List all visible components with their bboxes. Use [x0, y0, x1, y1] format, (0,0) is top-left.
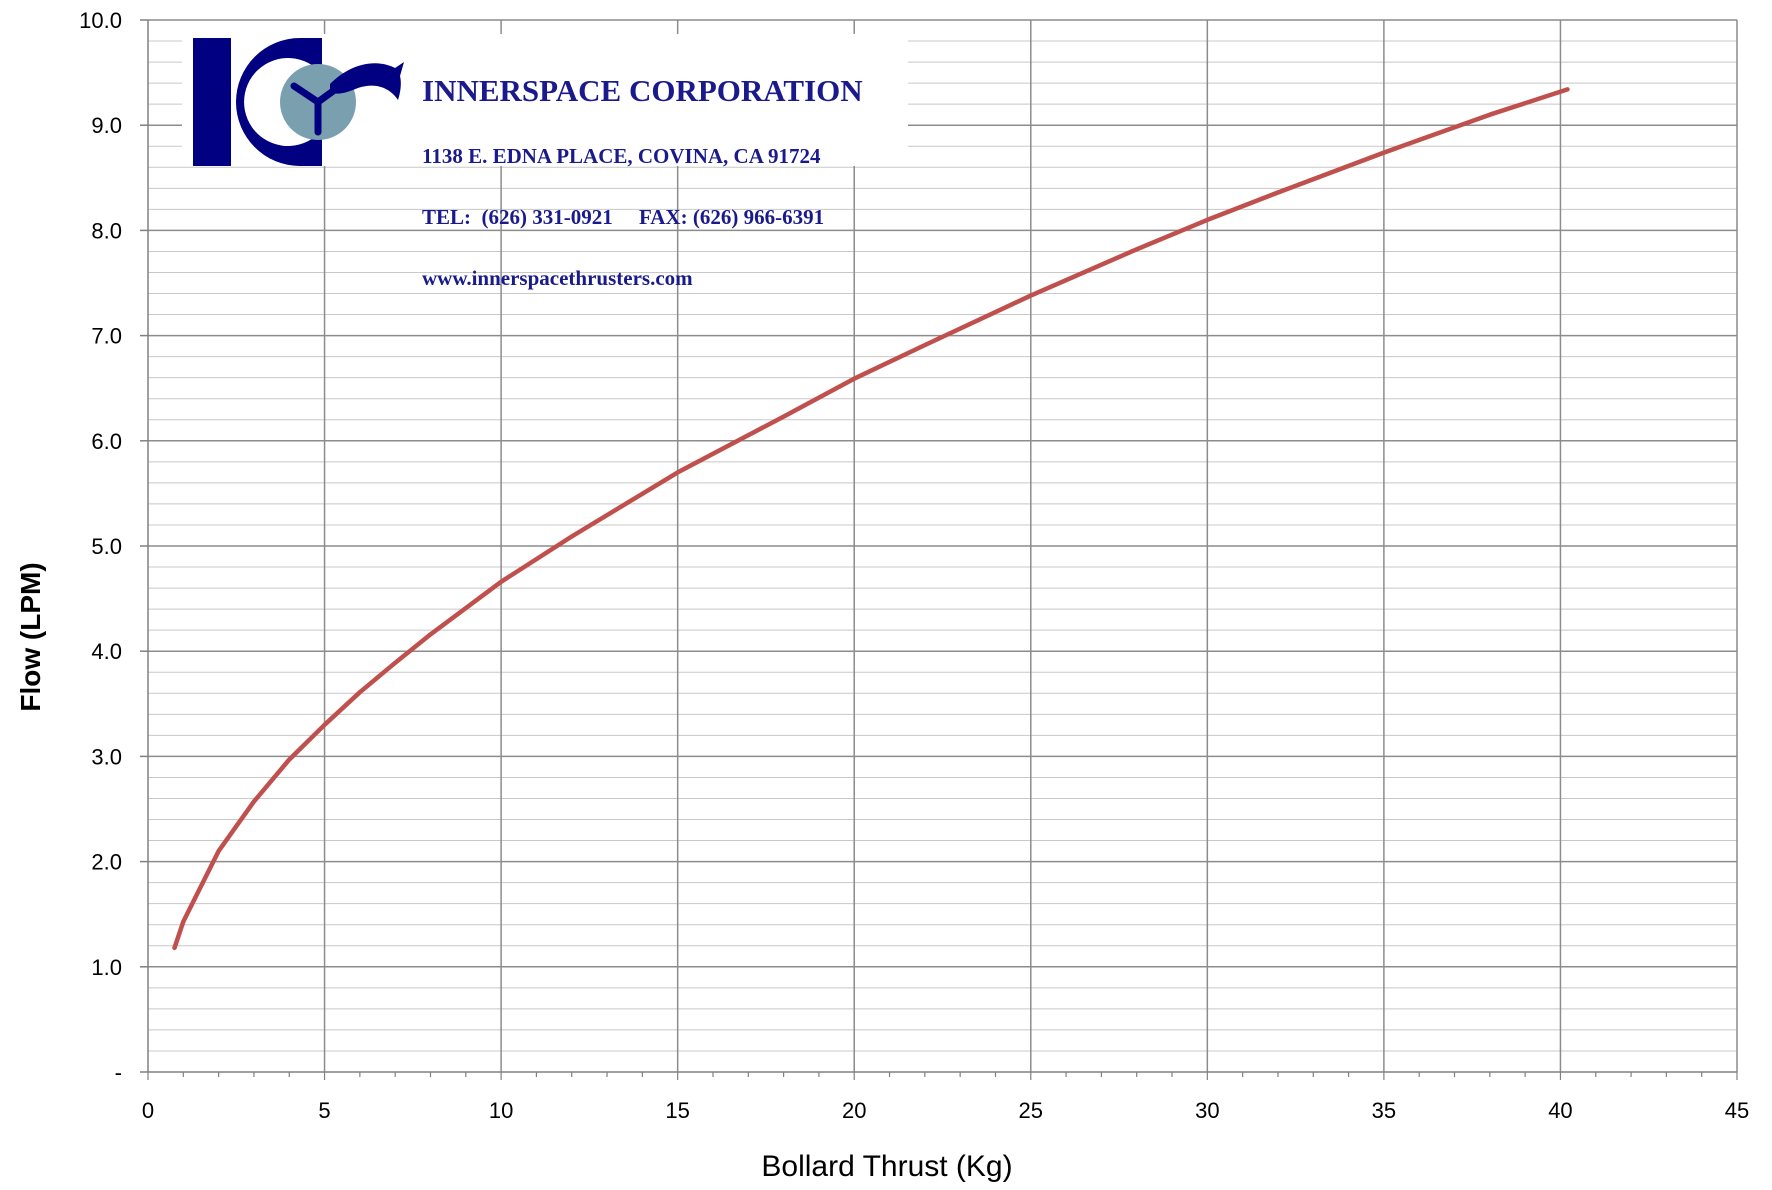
x-tick-label: 45: [1725, 1098, 1749, 1123]
company-phone-fax: TEL: (626) 331-0921 FAX: (626) 966-6391: [422, 205, 825, 229]
x-tick-label: 30: [1195, 1098, 1219, 1123]
x-tick-label: 15: [665, 1098, 689, 1123]
x-tick-label: 25: [1019, 1098, 1043, 1123]
y-tick-label: -: [115, 1060, 122, 1085]
x-tick-label: 20: [842, 1098, 866, 1123]
y-tick-label: 5.0: [91, 534, 122, 559]
y-tick-label: 7.0: [91, 324, 122, 349]
y-tick-label: 2.0: [91, 850, 122, 875]
x-tick-label: 35: [1372, 1098, 1396, 1123]
y-tick-label: 9.0: [91, 113, 122, 138]
x-axis-title: Bollard Thrust (Kg): [761, 1150, 1012, 1183]
y-tick-label: 3.0: [91, 744, 122, 769]
x-tick-labels: 0 5 10 15 20 25 30 35 40 45: [142, 1098, 1749, 1123]
series-layer: [172, 87, 1570, 951]
company-address: 1138 E. EDNA PLACE, COVINA, CA 91724: [422, 144, 821, 168]
y-tick-label: 6.0: [91, 429, 122, 454]
x-tick-label: 0: [142, 1098, 154, 1123]
series-line: [172, 87, 1570, 951]
y-tick-label: 4.0: [91, 639, 122, 664]
y-axis-title: Flow (LPM): [15, 562, 46, 711]
y-tick-label: 10.0: [79, 8, 122, 33]
x-tick-label: 40: [1548, 1098, 1572, 1123]
axes: [140, 19, 1738, 1080]
company-logo-icon: [193, 38, 404, 166]
company-name: INNERSPACE CORPORATION: [422, 73, 863, 108]
company-info: INNERSPACE CORPORATION 1138 E. EDNA PLAC…: [422, 38, 863, 309]
major-gridlines: [148, 19, 1738, 1072]
company-website: www.innerspacethrusters.com: [422, 266, 693, 290]
y-tick-label: 8.0: [91, 218, 122, 243]
x-tick-label: 5: [318, 1098, 330, 1123]
x-tick-label: 10: [489, 1098, 513, 1123]
y-tick-labels: - 1.0 2.0 3.0 4.0 5.0 6.0 7.0 8.0 9.0 10.0: [79, 8, 122, 1085]
minor-gridlines: [148, 40, 1737, 1052]
y-tick-label: 1.0: [91, 955, 122, 980]
